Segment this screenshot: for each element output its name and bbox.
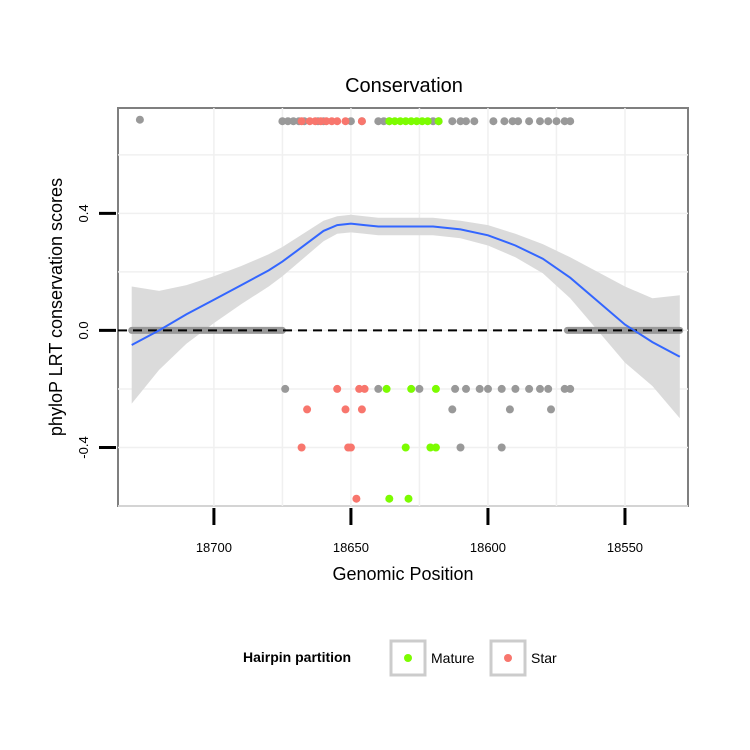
data-point-other bbox=[505, 405, 514, 414]
x-tick-label: 18700 bbox=[196, 540, 232, 555]
data-point-other bbox=[281, 384, 290, 393]
data-point-other bbox=[278, 117, 287, 126]
legend-dot-star bbox=[504, 654, 512, 662]
data-point-mature bbox=[426, 443, 435, 452]
data-points bbox=[135, 115, 575, 503]
data-point-star bbox=[346, 443, 355, 452]
legend-key-mature bbox=[389, 639, 427, 677]
data-point-star bbox=[360, 384, 369, 393]
x-tick-label: 18650 bbox=[333, 540, 369, 555]
data-point-other bbox=[500, 117, 509, 126]
data-point-star bbox=[357, 405, 366, 414]
data-point-other bbox=[489, 117, 498, 126]
data-point-star bbox=[352, 494, 361, 503]
data-point-mature bbox=[382, 384, 391, 393]
legend-label-star: Star bbox=[531, 650, 557, 666]
x-tick-label: 18550 bbox=[607, 540, 643, 555]
data-point-mature bbox=[418, 117, 427, 126]
data-point-mature bbox=[431, 443, 440, 452]
data-point-other bbox=[283, 117, 292, 126]
data-point-other bbox=[544, 384, 553, 393]
data-point-mature bbox=[401, 443, 410, 452]
data-point-star bbox=[297, 443, 306, 452]
data-point-other bbox=[451, 384, 460, 393]
data-point-other bbox=[374, 384, 383, 393]
data-point-other bbox=[497, 443, 506, 452]
data-point-star bbox=[303, 405, 312, 414]
legend-dot-mature bbox=[404, 654, 412, 662]
legend: Hairpin partition Mature Star bbox=[243, 639, 557, 677]
y-tick-label: 0.0 bbox=[76, 321, 91, 339]
data-point-mature bbox=[407, 384, 416, 393]
data-point-star bbox=[357, 117, 366, 126]
x-axis-label: Genomic Position bbox=[332, 564, 473, 584]
data-point-mature bbox=[434, 117, 443, 126]
data-point-other bbox=[448, 405, 457, 414]
data-point-other bbox=[536, 384, 544, 393]
data-point-mature bbox=[412, 117, 421, 126]
data-point-other bbox=[525, 117, 534, 126]
legend-key-star bbox=[489, 639, 527, 677]
data-point-star bbox=[316, 117, 325, 126]
data-point-other bbox=[525, 384, 534, 393]
data-point-other bbox=[462, 117, 470, 126]
smooth-curve bbox=[131, 222, 681, 358]
data-point-other bbox=[552, 117, 561, 126]
data-point-other bbox=[470, 117, 479, 126]
data-point-mature bbox=[431, 384, 440, 393]
chart-title: Conservation bbox=[345, 75, 463, 97]
data-point-mature bbox=[385, 494, 394, 503]
y-axis-label: phyloP LRT conservation scores bbox=[46, 178, 66, 436]
data-point-other bbox=[415, 384, 424, 393]
data-point-star bbox=[341, 117, 350, 126]
data-point-other bbox=[456, 117, 465, 126]
data-point-mature bbox=[390, 117, 399, 126]
data-point-mature bbox=[385, 117, 394, 126]
x-tick-label: 18600 bbox=[470, 540, 506, 555]
data-point-other bbox=[475, 384, 484, 393]
data-point-other bbox=[289, 117, 298, 126]
axes: 18700 18650 18600 18550 -0.4 0.0 0.4 bbox=[76, 204, 643, 555]
data-point-other bbox=[560, 384, 569, 393]
data-point-other bbox=[547, 405, 555, 414]
y-tick-label: -0.4 bbox=[76, 436, 91, 458]
data-point-other bbox=[508, 117, 517, 126]
data-point-other bbox=[514, 117, 523, 126]
data-point-mature bbox=[401, 117, 410, 126]
data-point-star bbox=[333, 117, 342, 126]
data-point-star bbox=[311, 117, 320, 126]
data-point-star bbox=[341, 405, 350, 414]
data-point-star bbox=[297, 117, 306, 126]
data-point-other bbox=[484, 384, 492, 393]
confidence-band bbox=[131, 214, 680, 419]
data-point-other bbox=[135, 115, 144, 124]
data-point-other bbox=[511, 384, 520, 393]
data-point-other bbox=[456, 443, 465, 452]
data-point-other bbox=[566, 384, 575, 393]
data-point-other bbox=[379, 117, 388, 126]
data-point-other bbox=[566, 117, 575, 126]
smooth-line bbox=[131, 222, 681, 358]
data-point-other bbox=[462, 384, 470, 393]
data-point-other bbox=[497, 384, 506, 393]
data-point-other bbox=[544, 117, 553, 126]
legend-label-mature: Mature bbox=[431, 650, 475, 666]
data-point-mature bbox=[423, 117, 432, 126]
data-point-star bbox=[305, 117, 314, 126]
data-point-mature bbox=[404, 494, 413, 503]
y-tick-label: 0.4 bbox=[76, 204, 91, 222]
data-point-mature bbox=[407, 117, 416, 126]
data-point-other bbox=[560, 117, 569, 126]
data-point-other bbox=[448, 117, 457, 126]
legend-title: Hairpin partition bbox=[243, 649, 351, 665]
confidence-band-area bbox=[131, 214, 680, 419]
data-point-star bbox=[322, 117, 331, 126]
data-point-other bbox=[374, 117, 383, 126]
data-point-star bbox=[333, 384, 342, 393]
data-point-other bbox=[536, 117, 544, 126]
